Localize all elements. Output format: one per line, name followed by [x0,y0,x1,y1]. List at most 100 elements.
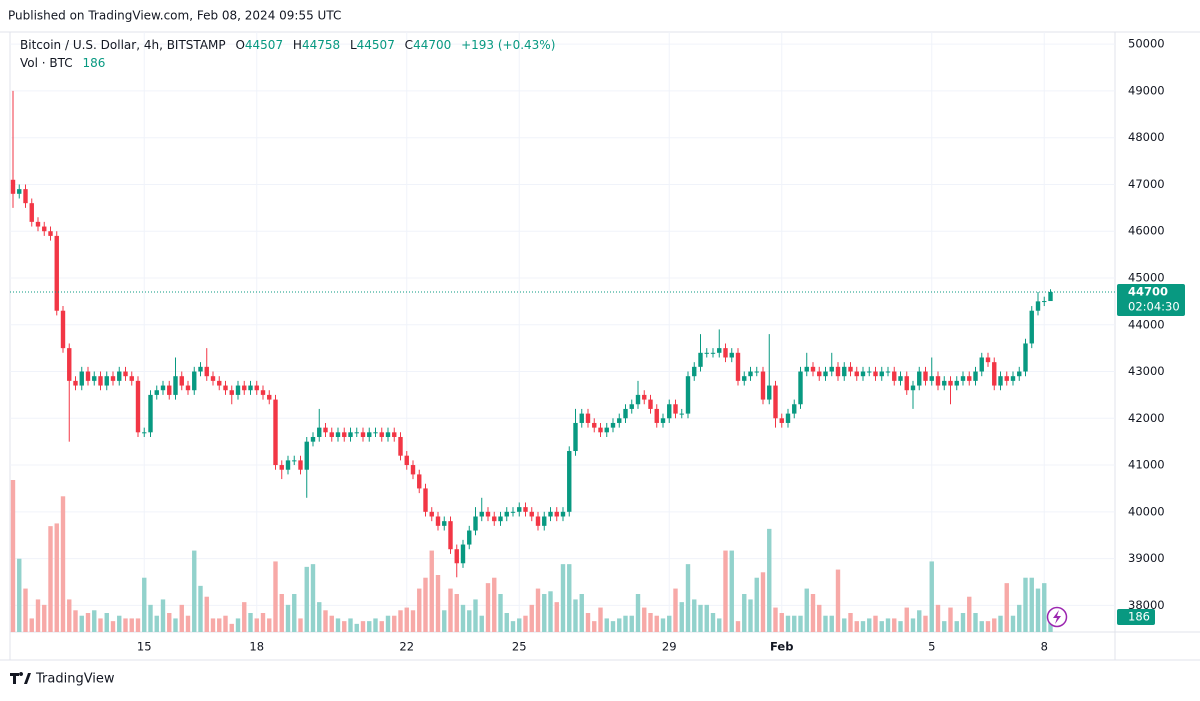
volume-bar [573,599,578,632]
volume-bar [229,623,234,632]
icon-bolt[interactable] [1053,610,1061,624]
ohlc-value: 44758 [302,38,340,52]
candle-body [817,371,822,377]
volume-bar [173,618,178,632]
volume-bar [867,618,872,632]
volume-bar [460,604,466,632]
y-tick-label: 43000 [1128,364,1165,378]
volume-bar [829,615,834,632]
y-tick-label: 39000 [1128,551,1165,565]
volume-bar [548,591,553,632]
volume-bar [92,610,97,632]
volume-bar [935,604,941,632]
volume-bar [392,615,397,632]
volume-bar [248,613,253,632]
countdown: 02:04:30 [1128,300,1180,314]
volume-bar [79,615,84,632]
candle-body [29,203,34,222]
candle-body [354,432,359,434]
candle-body [742,376,747,381]
candle-body [1023,343,1028,372]
volume-bar [410,610,416,632]
volume-bar [117,615,122,632]
candle-body [329,432,334,437]
volume-bar [217,618,222,632]
candle-body [573,422,578,452]
ohlc-value: 44507 [245,38,283,52]
candle-body [385,432,391,437]
candle-body [973,371,978,381]
volume-bar [492,577,497,632]
volume-bar [998,615,1003,632]
candle-body [642,394,647,400]
last-price-badge [1117,284,1185,317]
volume-bar [604,618,609,632]
logo-mark [10,672,31,684]
volume-bar [304,566,309,632]
candle-body [979,357,984,372]
candle-body [167,385,172,395]
volume-bar [692,599,697,632]
candle-body [710,352,716,354]
candle-body [17,189,22,194]
legend-header: Bitcoin / U.S. Dollar, 4h, BITSTAMP O445… [20,38,555,52]
y-tick-label: 47000 [1128,177,1165,191]
volume-bar [479,615,484,632]
volume-bar [848,613,853,632]
volume-bar [354,623,359,632]
volume-bar [567,564,572,632]
volume-bar [673,588,678,632]
candle-body [317,427,322,437]
volume-bar [1029,577,1034,632]
candle-body [179,376,184,386]
volume-bar [367,621,372,632]
candle-body [823,371,828,377]
candle-body [785,413,791,423]
candle-body [54,235,59,311]
candle-body [429,511,434,517]
volume-bar [348,618,353,632]
volume-bar [242,602,247,632]
candle-body [223,385,228,391]
candle-body [10,179,16,194]
candle-body [85,371,91,381]
volume-bar [542,594,547,632]
volume-bar [285,604,291,632]
volume-bar [373,618,378,632]
volume-badge-label: 186 [1128,610,1150,624]
volume-bar [717,618,722,632]
volume-bar [448,588,453,632]
volume-bar [154,615,159,632]
volume-bar [429,550,434,632]
last-price-label: 44700 [1128,285,1168,299]
volume-bar [973,613,978,632]
candle-body [879,371,884,377]
candle-body [35,221,41,227]
candle-body [517,507,522,512]
candle-body [992,362,997,386]
volume-bar [254,618,259,632]
volume-bar [648,613,653,632]
candle-body [548,511,553,517]
candle-body [667,404,672,419]
volume-bar [779,613,784,632]
candle-body [185,385,191,391]
ohlc-label: O [235,38,244,52]
volume-bar [1017,604,1022,632]
x-tick-label: 22 [399,640,414,654]
candle-body [348,432,353,437]
candle-body [73,380,78,386]
candle-body [767,385,772,400]
candle-body [904,376,909,391]
lightning-icon[interactable] [1046,606,1068,628]
volume-bar [942,621,947,632]
volume-bar [110,621,116,632]
candle-body [654,408,659,423]
axes: 38000 39000 40000 41000 42000 43000 44000 45000… [10,37,1185,654]
volume-bar [560,564,566,632]
volume-bar [310,564,316,632]
volume-pane [10,480,1053,632]
candle-body [810,366,816,372]
candle-body [610,422,616,428]
